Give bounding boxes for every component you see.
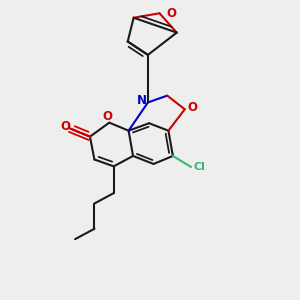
Text: Cl: Cl <box>194 162 205 172</box>
Text: O: O <box>102 110 112 123</box>
Text: N: N <box>136 94 146 107</box>
Text: O: O <box>187 101 197 114</box>
Text: O: O <box>166 7 176 20</box>
Text: O: O <box>60 120 70 133</box>
